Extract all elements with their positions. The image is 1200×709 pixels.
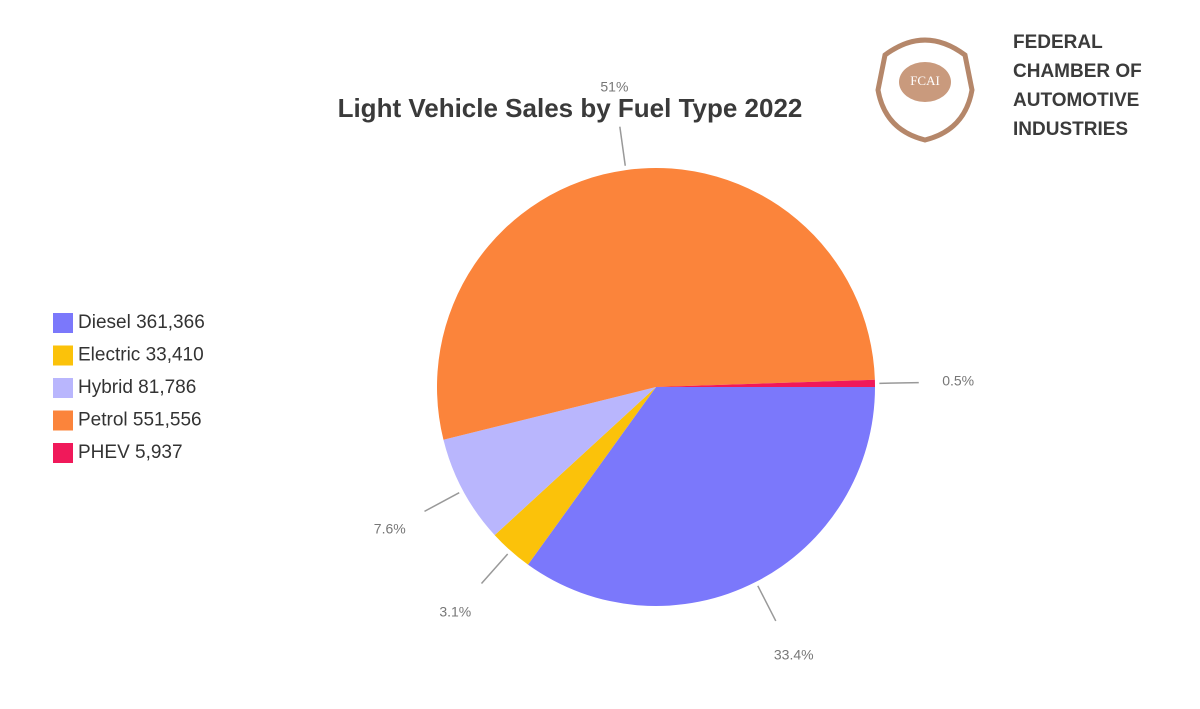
logo-line: CHAMBER OF: [1013, 61, 1142, 82]
badge-map: [899, 62, 951, 102]
legend-swatch: [53, 443, 73, 463]
legend-label: PHEV 5,937: [78, 442, 183, 463]
data-label: 0.5%: [942, 373, 974, 389]
data-label: 3.1%: [439, 604, 471, 620]
pie-slice: [494, 387, 656, 565]
legend-swatch: [53, 313, 73, 333]
pie-slice: [436, 167, 875, 440]
leader-line: [619, 126, 627, 166]
logo-line: AUTOMOTIVE: [1013, 90, 1139, 111]
badge-shield: [875, 37, 975, 143]
leader-line: [757, 585, 777, 622]
legend-swatch: [53, 378, 73, 398]
pie-slice: [527, 387, 875, 606]
leader-line: [424, 492, 460, 513]
legend-label: Petrol 551,556: [78, 410, 202, 431]
leader-line: [480, 553, 509, 584]
legend-label: Electric 33,410: [78, 345, 204, 366]
logo-badge: FCAI: [875, 37, 975, 143]
logo-line: INDUSTRIES: [1013, 119, 1128, 140]
legend-swatch: [53, 410, 73, 431]
pie-slice: [656, 379, 875, 387]
leader-line: [879, 381, 919, 385]
data-label: 33.4%: [774, 647, 814, 663]
legend-label: Hybrid 81,786: [78, 377, 196, 398]
logo-line: FEDERAL: [1013, 32, 1103, 53]
legend-swatch: [53, 345, 73, 366]
data-label: 51%: [600, 78, 628, 94]
pie-slice: [443, 387, 656, 536]
badge-text: FCAI: [910, 73, 940, 88]
data-label: 7.6%: [374, 521, 406, 537]
legend-label: Diesel 361,366: [78, 312, 205, 333]
chart-title: Light Vehicle Sales by Fuel Type 2022: [338, 93, 803, 123]
